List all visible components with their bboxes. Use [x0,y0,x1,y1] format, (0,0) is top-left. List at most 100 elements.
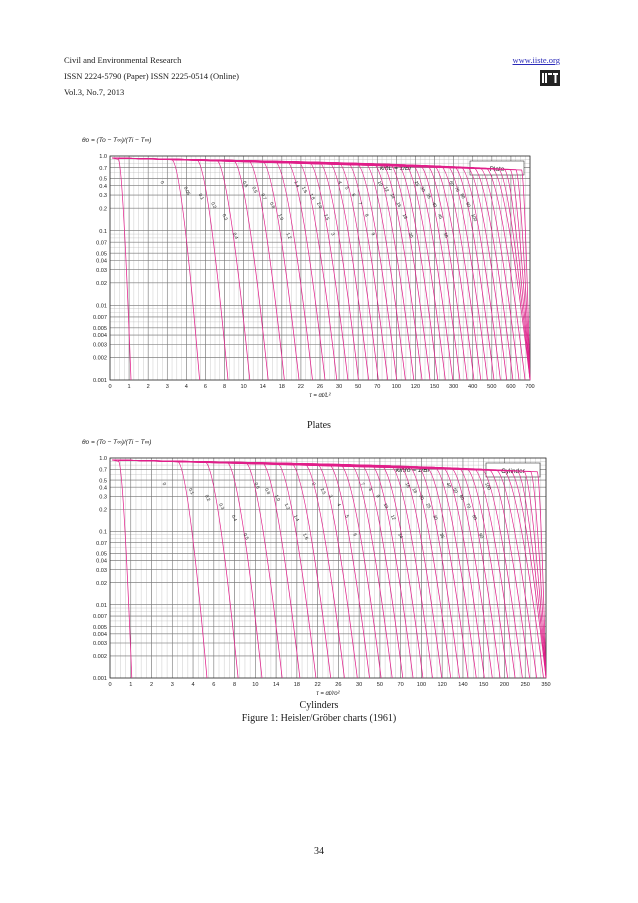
heisler-curve [111,459,382,679]
parameter-value-label: 3 [328,494,334,499]
parameter-value-label: 100 [470,213,478,222]
parameter-value-label: 0.05 [183,186,191,197]
parameter-value-label: 0.5 [242,532,249,540]
journal-issn: ISSN 2224-5790 (Paper) ISSN 2225-0514 (O… [64,71,239,81]
y-tick-label: 0.005 [93,326,107,332]
parameter-label: k/hL = 1/Bi [380,165,411,172]
heisler-curve [111,157,439,381]
heisler-curve [111,157,514,381]
heisler-curve [111,157,531,381]
heisler-curve [111,157,508,381]
y-tick-label: 0.004 [93,632,107,638]
curve-family [111,157,531,381]
x-tick-label: 500 [487,384,496,390]
x-tick-label: 26 [335,682,341,688]
heisler-curve [111,157,531,381]
y-tick-label: 0.7 [99,468,107,474]
parameter-value-label: 90 [478,532,485,539]
x-tick-label: 10 [241,384,247,390]
parameter-value-label: 80 [471,514,478,521]
parameter-value-label: 18 [402,213,409,220]
heisler-curve [111,157,300,381]
parameter-value-label: 30 [420,186,427,193]
parameter-value-label: 60 [448,180,455,187]
heisler-chart-plates: 1.00.70.50.40.30.20.10.070.050.040.030.0… [82,137,535,399]
heisler-curve [111,157,488,381]
y-tick-label: 1.0 [99,456,107,462]
heisler-curve [111,459,547,679]
x-tick-label: 350 [541,682,550,688]
heisler-curve [111,459,544,679]
parameter-value-label: 1.6 [301,186,308,194]
y-tick-label: 0.05 [96,251,107,257]
parameter-value-label: 1.4 [293,514,300,522]
parameter-value-label: 70 [454,186,461,193]
x-tick-label: 100 [417,682,426,688]
x-tick-label: 120 [411,384,420,390]
parameter-value-label: 12 [383,186,390,193]
x-tick-label: 22 [298,384,304,390]
heisler-curve [111,459,208,679]
x-tick-label: 250 [521,682,530,688]
parameter-value-label: 20 [408,232,415,239]
y-tick-label: 0.003 [93,641,107,647]
heisler-curve [111,459,537,679]
plot-frame [109,457,547,679]
heisler-curve [111,157,229,381]
y-tick-label: 0.1 [99,530,107,536]
x-tick-label: 200 [500,682,509,688]
parameter-value-label: 16 [404,482,411,489]
heisler-curve [111,157,531,381]
parameter-value-label: 0.2 [210,201,217,209]
y-tick-label: 0.07 [96,541,107,547]
journal-url-link[interactable]: www.iiste.org [512,55,560,65]
y-tick-label: 0.01 [96,304,107,310]
y-tick-label: 1.0 [99,154,107,160]
x-tick-label: 4 [185,384,188,390]
parameter-value-label: 0.3 [222,213,229,221]
iiste-logo [540,70,560,86]
y-tick-label: 0.007 [93,614,107,620]
y-tick-label: 0.4 [99,485,107,491]
heisler-curve [111,459,239,679]
y-tick-label: 0.3 [99,495,107,501]
parameter-value-label: 0.1 [198,193,205,201]
x-tick-label: 3 [171,682,174,688]
parameter-value-label: 1.8 [309,193,316,201]
y-tick-label: 0.07 [96,240,107,246]
parameter-value-label: 12 [390,514,397,521]
parameter-value-label: 0.4 [231,514,238,522]
y-axis-label: θo = (To − T∞)/(Ti − T∞) [82,137,151,144]
parameter-value-label: 10 [383,502,390,509]
x-tick-label: 2 [150,682,153,688]
parameter-value-label: 25 [425,502,432,509]
parameter-value-label: 2.0 [316,201,323,209]
x-tick-label: 6 [204,384,207,390]
x-tick-label: 22 [315,682,321,688]
parameter-value-label: 1.6 [302,532,309,540]
parameter-value-labels: 00.050.10.20.30.40.50.60.70.81.01.21.41.… [159,180,478,240]
x-tick-label: 100 [392,384,401,390]
heisler-curve [111,157,251,381]
parameter-value-label: 0 [161,482,167,487]
x-tick-label: 600 [506,384,515,390]
heisler-curve [111,459,509,679]
y-tick-label: 0.2 [99,507,107,513]
x-tick-label: 2 [147,384,150,390]
heisler-curve [111,157,531,381]
parameter-value-label: 0.7 [260,193,267,201]
x-tick-label: 30 [356,682,362,688]
journal-volume: Vol.3, No.7, 2013 [64,87,125,97]
parameter-value-label: 0.1 [188,487,195,495]
heisler-curve [111,157,313,381]
y-tick-label: 0.02 [96,581,107,587]
heisler-curve [111,459,485,679]
parameter-value-label: 100 [484,482,492,491]
parameter-value-label: 0.4 [232,232,239,240]
x-axis-label: τ = αt/ro² [316,691,340,697]
heisler-curve [111,459,393,679]
x-tick-label: 10 [252,682,258,688]
parameter-value-label: 50 [443,232,450,239]
heisler-curve [111,157,531,381]
caption-plates: Plates [307,420,331,431]
